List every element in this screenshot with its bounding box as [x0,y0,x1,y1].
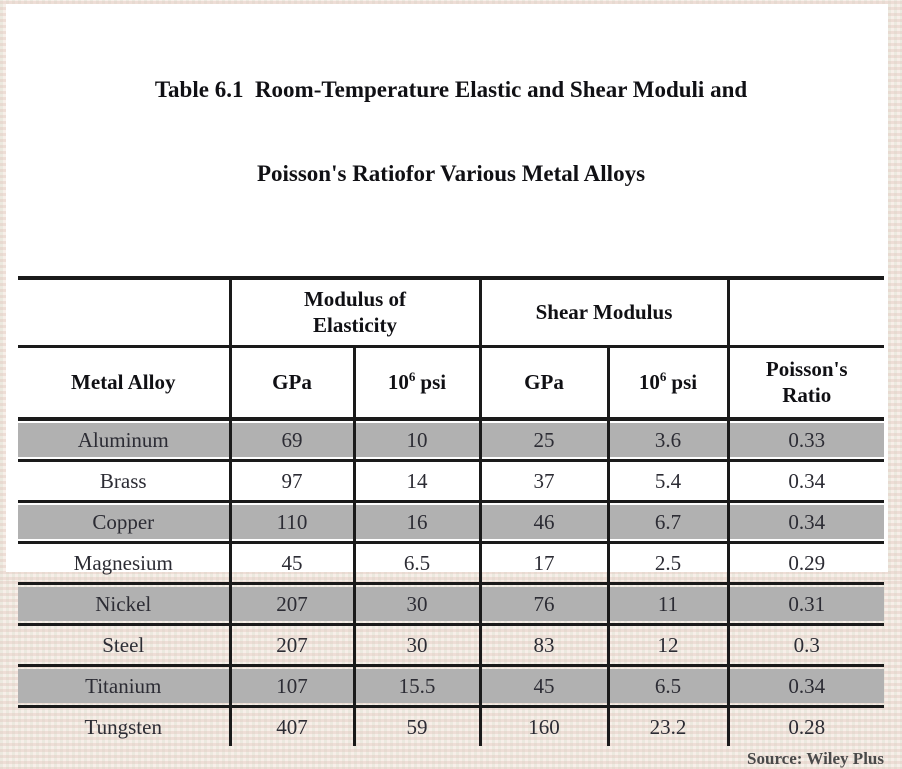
table-title-line2: Poisson's Ratiofor Various Metal Alloys [18,160,884,188]
cell-elastic-psi: 6.5 [354,543,480,584]
cell-elastic-psi: 14 [354,461,480,502]
cell-alloy-name: Aluminum [18,419,230,461]
column-header-shear-gpa: GPa [480,347,608,420]
cell-alloy-name: Tungsten [18,707,230,747]
group-header-row: Modulus of Elasticity Shear Modulus [18,278,884,347]
cell-poissons-ratio: 0.31 [728,584,884,625]
cell-shear-psi: 23.2 [608,707,728,747]
column-header-poissons-ratio: Poisson's Ratio [728,347,884,420]
cell-shear-psi: 3.6 [608,419,728,461]
cell-elastic-gpa: 407 [230,707,354,747]
table-row: Magnesium 45 6.5 17 2.5 0.29 [18,543,884,584]
table-row: Nickel 207 30 76 11 0.31 [18,584,884,625]
group-header-blank-right [728,278,884,347]
source-credit: Source: Wiley Plus [18,749,884,769]
cell-elastic-gpa: 110 [230,502,354,543]
cell-shear-psi: 2.5 [608,543,728,584]
cell-shear-gpa: 37 [480,461,608,502]
table-body: Aluminum 69 10 25 3.6 0.33 Brass 97 14 3… [18,419,884,746]
cell-elastic-psi: 59 [354,707,480,747]
cell-alloy-name: Magnesium [18,543,230,584]
cell-shear-gpa: 17 [480,543,608,584]
group-header-blank-left [18,278,230,347]
table-title-line1: Table 6.1 Room-Temperature Elastic and S… [18,76,884,104]
cell-elastic-gpa: 97 [230,461,354,502]
cell-elastic-psi: 10 [354,419,480,461]
cell-shear-psi: 6.5 [608,666,728,707]
cell-elastic-psi: 15.5 [354,666,480,707]
table-row: Brass 97 14 37 5.4 0.34 [18,461,884,502]
group-header-modulus-of-elasticity: Modulus of Elasticity [230,278,480,347]
cell-poissons-ratio: 0.34 [728,461,884,502]
cell-elastic-gpa: 45 [230,543,354,584]
table-row: Copper 110 16 46 6.7 0.34 [18,502,884,543]
cell-elastic-psi: 30 [354,625,480,666]
cell-poissons-ratio: 0.34 [728,502,884,543]
column-header-metal-alloy: Metal Alloy [18,347,230,420]
table-title: Table 6.1 Room-Temperature Elastic and S… [18,20,884,244]
page: Table 6.1 Room-Temperature Elastic and S… [6,4,888,572]
table-row: Aluminum 69 10 25 3.6 0.33 [18,419,884,461]
cell-elastic-psi: 30 [354,584,480,625]
cell-alloy-name: Copper [18,502,230,543]
cell-poissons-ratio: 0.28 [728,707,884,747]
cell-shear-psi: 11 [608,584,728,625]
table-header: Modulus of Elasticity Shear Modulus Meta… [18,278,884,419]
column-header-elastic-gpa: GPa [230,347,354,420]
cell-shear-gpa: 83 [480,625,608,666]
cell-shear-gpa: 46 [480,502,608,543]
cell-shear-gpa: 25 [480,419,608,461]
cell-shear-psi: 6.7 [608,502,728,543]
cell-shear-psi: 12 [608,625,728,666]
group-header-shear-modulus: Shear Modulus [480,278,728,347]
table-row: Titanium 107 15.5 45 6.5 0.34 [18,666,884,707]
cell-shear-gpa: 76 [480,584,608,625]
cell-poissons-ratio: 0.34 [728,666,884,707]
elastic-moduli-table: Modulus of Elasticity Shear Modulus Meta… [18,276,884,746]
cell-shear-gpa: 45 [480,666,608,707]
cell-shear-gpa: 160 [480,707,608,747]
cell-elastic-gpa: 69 [230,419,354,461]
table-row: Steel 207 30 83 12 0.3 [18,625,884,666]
cell-elastic-psi: 16 [354,502,480,543]
cell-shear-psi: 5.4 [608,461,728,502]
cell-alloy-name: Titanium [18,666,230,707]
cell-elastic-gpa: 107 [230,666,354,707]
cell-elastic-gpa: 207 [230,584,354,625]
cell-poissons-ratio: 0.3 [728,625,884,666]
cell-poissons-ratio: 0.33 [728,419,884,461]
cell-poissons-ratio: 0.29 [728,543,884,584]
cell-alloy-name: Steel [18,625,230,666]
cell-alloy-name: Nickel [18,584,230,625]
cell-alloy-name: Brass [18,461,230,502]
cell-elastic-gpa: 207 [230,625,354,666]
table-row: Tungsten 407 59 160 23.2 0.28 [18,707,884,747]
